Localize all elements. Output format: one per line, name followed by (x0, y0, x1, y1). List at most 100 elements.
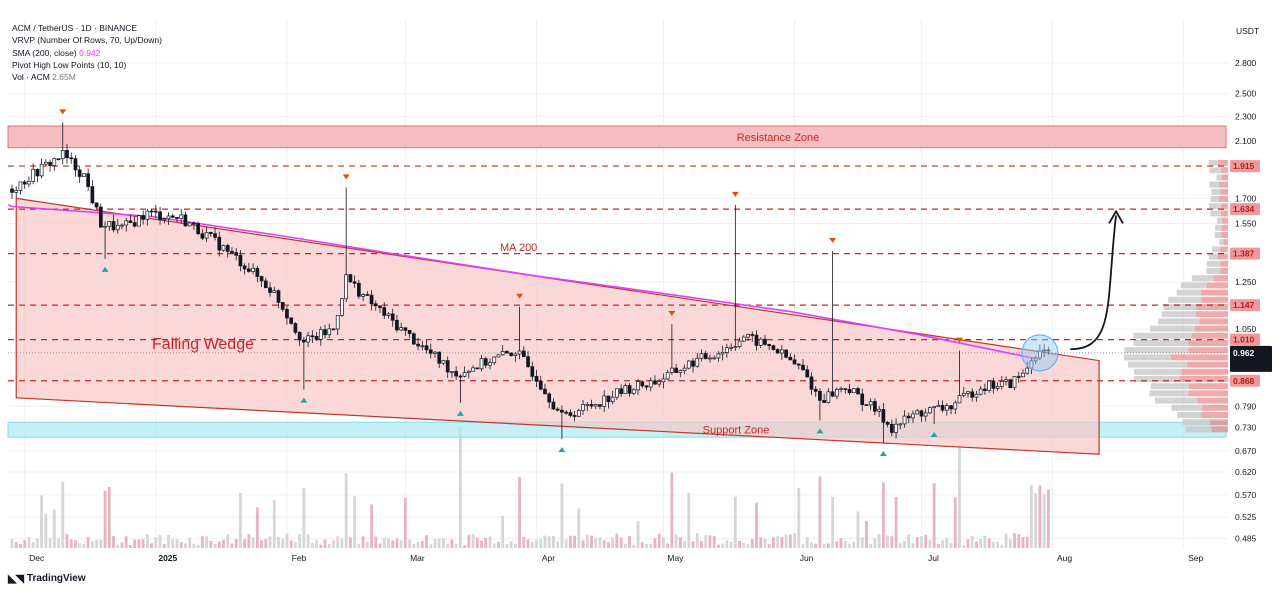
candle-body (999, 380, 1004, 387)
volume-bar (332, 540, 335, 548)
candle-body (851, 388, 856, 394)
volume-bar (615, 533, 619, 548)
price-level-badge (1230, 160, 1260, 173)
candle-body (615, 388, 619, 398)
profile-bar-down (1201, 289, 1228, 296)
volume-bar (920, 536, 923, 548)
volume-bar (662, 537, 665, 548)
volume-bar (353, 496, 357, 548)
volume-bar (712, 536, 716, 548)
volume-bar (196, 544, 200, 548)
pattern-label: Falling Wedge (152, 336, 254, 353)
support-zone-label: Support Zone (703, 425, 770, 437)
volume-bar (243, 539, 247, 548)
profile-bar-down (1223, 239, 1228, 246)
candle-body (289, 317, 294, 324)
volume-bar (991, 542, 995, 548)
profile-bar-down (1221, 210, 1228, 217)
candle-body (73, 158, 78, 171)
candle-body (69, 157, 74, 160)
volume-bar (277, 536, 280, 548)
volume-bar (645, 543, 648, 548)
volume-bar (1021, 536, 1025, 548)
candle-body (665, 371, 670, 380)
volume-bar (835, 541, 839, 548)
candle-body (183, 214, 188, 227)
candle-body (978, 388, 983, 395)
candle-body (674, 367, 678, 373)
candle-body (153, 210, 158, 213)
volume-bar (767, 544, 771, 548)
current-price-badge (1230, 345, 1272, 372)
volume-bar (894, 497, 898, 548)
volume-bar (509, 541, 513, 548)
profile-bar-down (1219, 181, 1228, 188)
candle-body (60, 150, 65, 160)
volume-bar (598, 537, 602, 548)
volume-bar (505, 544, 509, 548)
time-axis[interactable]: Dec 2025 Feb Mar Apr May Jun Jul Aug Sep (29, 553, 1203, 563)
profile-bar-down (1221, 203, 1228, 210)
candle-body (593, 404, 598, 407)
volume-bar (217, 541, 221, 548)
tradingview-brand[interactable]: ◣◥ TradingView (8, 572, 86, 585)
volume-bar (1042, 494, 1046, 548)
candle-body (830, 391, 835, 397)
volume-bar (213, 544, 217, 548)
candle-body (22, 181, 27, 185)
price-level-badge-label: 1.634 (1233, 204, 1255, 214)
candle-body (881, 408, 886, 423)
volume-bar (497, 541, 500, 548)
candle-body (995, 385, 1000, 389)
volume-bar (40, 495, 44, 548)
candle-body (318, 329, 323, 340)
volume-bar (547, 536, 551, 548)
candle-body (1008, 379, 1013, 389)
candle-body (530, 366, 535, 377)
profile-bar-up (1206, 260, 1221, 267)
volume-bar (568, 535, 572, 548)
candle-body (407, 330, 412, 335)
volume-bar (733, 496, 737, 548)
candle-body (911, 413, 915, 419)
candle-body (196, 223, 200, 235)
y-tick-label: 0.485 (1235, 534, 1257, 544)
volume-bar (543, 535, 547, 548)
candle-body (466, 370, 471, 373)
volume-bar (818, 476, 822, 548)
price-level-badge (1230, 203, 1260, 216)
volume-bar (784, 534, 788, 548)
volume-bar (340, 538, 344, 548)
ma-label: MA 200 (500, 242, 537, 254)
volume-bar (678, 536, 682, 548)
volume-bar (822, 543, 826, 548)
volume-bar (535, 539, 538, 548)
candle-body (1033, 357, 1038, 362)
volume-bar (247, 534, 251, 548)
volume-bar (577, 508, 581, 548)
candle-body (335, 315, 340, 330)
price-level-badge-label: 0.868 (1233, 376, 1255, 386)
volume-bar (848, 543, 851, 548)
profile-bar-down (1188, 347, 1228, 354)
profile-bar-down (1222, 217, 1228, 224)
volume-bar (349, 537, 352, 548)
candle-body (602, 395, 607, 407)
volume-bar (10, 539, 14, 548)
volume-bar (657, 533, 661, 548)
candle-body (834, 388, 839, 397)
volume-bar (704, 535, 708, 548)
volume-bar (23, 540, 27, 548)
price-axis[interactable]: 1.915 1.634 1.387 1.147 1.010 0.868 0.962 13:17… (1230, 26, 1272, 544)
y-tick-label: 1.550 (1235, 218, 1257, 228)
volume-bar (310, 543, 314, 548)
candle-body (746, 334, 750, 338)
candle-body (957, 395, 962, 404)
volume-bar (907, 534, 911, 548)
pivot-markers (59, 109, 964, 457)
volume-bar (619, 537, 623, 548)
profile-bar-up (1181, 282, 1207, 289)
candle-body (18, 181, 23, 191)
volume-bar (852, 541, 856, 548)
